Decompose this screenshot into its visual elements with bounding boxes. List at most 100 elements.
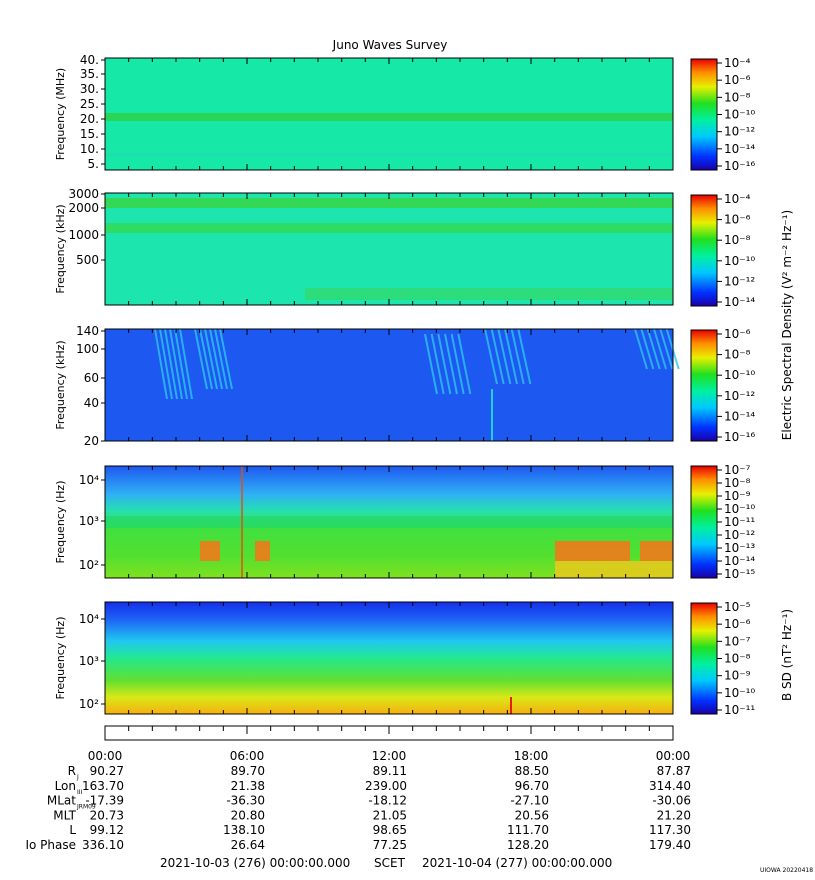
panel-3-emission [490,328,505,385]
footer-start-date: 2021-10-03 (276) 00:00:00.000 [160,856,350,870]
colorbar-tick-label: 10⁻¹² [724,389,755,403]
ephemeris-value: 89.11 [373,764,407,778]
panel-2-band-high [105,198,673,208]
y-tick-label: 10³ [79,514,99,528]
colorbar-5: 10⁻⁵ 10⁻⁶ 10⁻⁷ 10⁻⁸ 10⁻⁹ 10⁻¹⁰ 10⁻¹¹ [690,600,755,717]
ephemeris-value: -27.10 [510,794,549,808]
colorbar-tick-label: 10⁻⁵ [724,600,751,614]
ephemeris-value: 89.70 [231,764,265,778]
ephemeris-value: 179.40 [649,838,691,852]
y-tick-label: 20 [84,434,99,448]
colorbar-tick-label: 10⁻⁶ [724,327,751,341]
ephemeris-value: 21.05 [373,808,407,822]
colorbar-tick-label: 10⁻¹¹ [724,703,755,717]
y-tick-label: 10. [80,142,99,156]
ephemeris-value: 163.70 [82,779,124,793]
panel-3-emission [437,333,452,395]
credit-label: UIOWA 20220418 [760,867,813,874]
panel-1-band [105,113,673,121]
colorbar-tick-label: 10⁻¹² [724,274,755,288]
ephemeris-row-sublabel: III [77,789,83,796]
colorbar-tick-label: 10⁻⁷ [724,463,751,477]
panel-4-hot-region [555,541,630,561]
colorbar-tick-label: 10⁻¹¹ [724,515,755,529]
colorbar-tick-label: 10⁻¹⁶ [724,159,755,173]
time-tick-label: 00:00 [88,749,123,763]
panel-4: 10⁴ 10³ 10² Frequency (Hz) [54,465,674,579]
colorbar-tick-label: 10⁻¹⁰ [724,502,755,516]
ephemeris-row-sublabel: JRM09 [76,804,96,811]
y-tick-label: 40 [84,396,99,410]
ephemeris-value: 20.56 [515,808,549,822]
panel-4-band [105,516,673,528]
time-tick-label: 00:00 [656,749,691,763]
y-axis-label: Frequency (Hz) [54,481,67,564]
spectrogram-panels: 40.35.30.25.20.15.10.5. Frequency (MHz) 30… [54,53,680,715]
ephemeris-value: 77.25 [373,838,407,852]
ephemeris-row-label: Io Phase [25,838,76,852]
ephemeris-value: -18.12 [368,794,407,808]
colorbar-4: 10⁻⁷10⁻⁸10⁻⁹10⁻¹⁰10⁻¹¹10⁻¹²10⁻¹³10⁻¹⁴10⁻… [690,463,755,581]
colorbar-tick-label: 10⁻⁶ [724,73,751,87]
ephemeris-value: 117.30 [649,823,691,837]
ephemeris-value: 88.50 [515,764,549,778]
colorbar-2: 10⁻⁴ 10⁻⁶ 10⁻⁸ 10⁻¹⁰ 10⁻¹² 10⁻¹⁴ [690,192,755,309]
colorbar-tick-label: 10⁻⁹ [724,669,751,683]
y-tick-label: 10² [79,697,99,711]
y-tick-label: 10⁴ [79,473,99,487]
panel-1: 40.35.30.25.20.15.10.5. Frequency (MHz) [54,53,674,171]
y-tick-label: 140 [76,324,99,338]
y-tick-label: 30. [80,82,99,96]
y-tick-label: 35. [80,67,99,81]
panel-3-emission [504,328,518,385]
panel-3-emission [219,328,233,390]
ephemeris-row-label: MLT [53,808,76,822]
panel-3-emission [174,328,188,400]
colorbar-tick-label: 10⁻⁸ [724,652,751,666]
ephemeris-row-label: L [69,823,76,837]
colorbar-tick-label: 10⁻⁹ [724,489,751,503]
colorbar-tick-label: 10⁻⁸ [724,348,751,362]
panel-3-emission [204,328,218,390]
ephemeris-value: 111.70 [507,823,549,837]
y-tick-label: 500 [76,253,99,267]
ephemeris-value: 96.70 [515,779,549,793]
panel-3-emission [510,328,525,385]
colorbar-tick-label: 10⁻¹⁴ [724,554,755,568]
panel-5-background [105,602,673,714]
colorbar-tick-label: 10⁻⁶ [724,213,751,227]
y-tick-label: 1000 [68,228,99,242]
panel-2-band-low [305,288,673,300]
ephemeris-value: 138.10 [223,823,265,837]
y-axis-label: Frequency (MHz) [54,68,67,160]
y-axis-label: Frequency (kHz) [54,340,67,429]
colorbar-3: 10⁻⁶ 10⁻⁸ 10⁻¹⁰ 10⁻¹² 10⁻¹⁴ 10⁻¹⁶ [690,327,755,444]
y-tick-label: 60 [84,371,99,385]
ephemeris-value: 21.20 [657,808,691,822]
colorbar-tick-label: 10⁻⁸ [724,90,751,104]
time-tick-labels: 00:00 06:00 12:00 18:00 00:00 [88,749,691,763]
panel-4-hot-region [255,541,270,561]
y-tick-label: 25. [80,97,99,111]
colorbar-tick-label: 10⁻⁸ [724,233,751,247]
colorbar-label-electric: Electric Spectral Density (V² m⁻² Hz⁻¹) [780,210,794,440]
colorbar-tick-label: 10⁻¹² [724,528,755,542]
y-tick-label: 20. [80,112,99,126]
panel-3-emission [169,328,183,400]
ephemeris-value: 90.27 [90,764,124,778]
time-tick-label: 06:00 [230,749,265,763]
ephemeris-value: -36.30 [226,794,265,808]
colorbar-tick-label: 10⁻¹⁰ [724,254,755,268]
colorbar-tick-label: 10⁻¹⁰ [724,368,755,382]
colorbar-tick-label: 10⁻¹⁰ [724,108,755,122]
ephemeris-row-label: MLat [47,794,76,808]
panel-4-warm-region [555,561,673,578]
colorbar-tick-label: 10⁻¹⁶ [724,430,755,444]
panel-3-emission [179,328,193,400]
panel-5: 10⁴ 10³ 10² Frequency (Hz) [54,601,674,715]
y-tick-label: 40. [80,53,99,67]
y-tick-label: 10³ [79,654,99,668]
panel-3-emission [209,328,223,390]
